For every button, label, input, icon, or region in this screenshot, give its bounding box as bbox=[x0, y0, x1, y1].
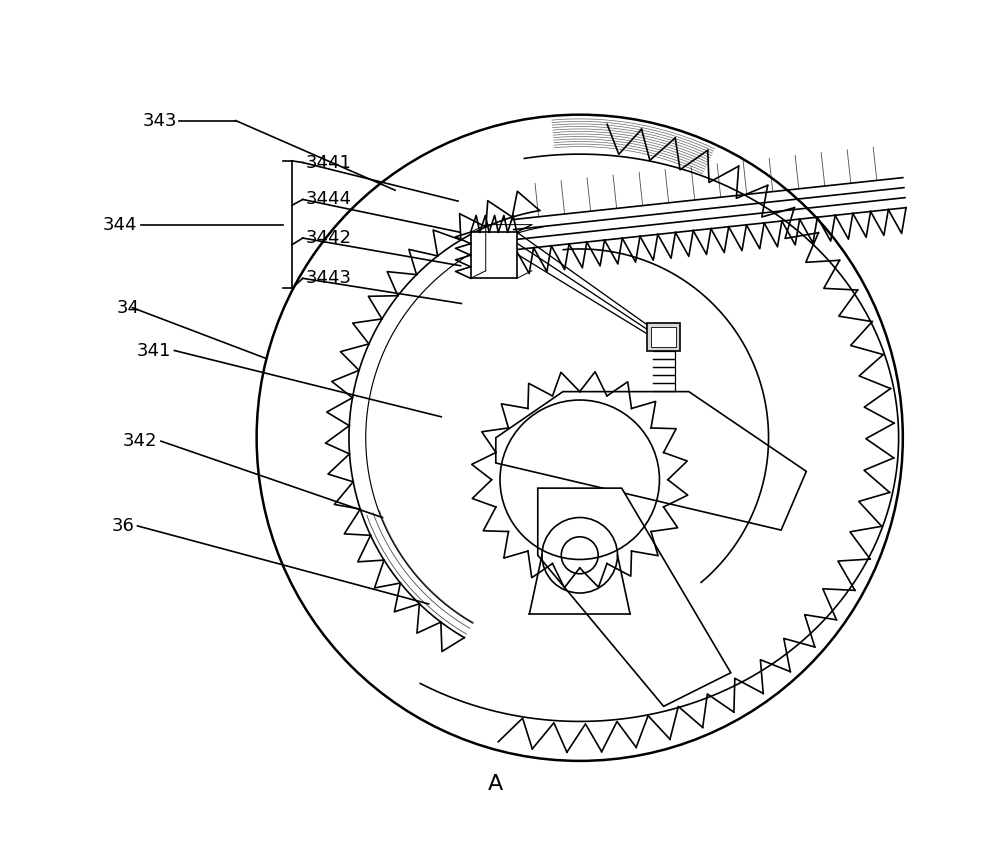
FancyBboxPatch shape bbox=[651, 327, 676, 347]
Polygon shape bbox=[538, 488, 731, 706]
Polygon shape bbox=[496, 392, 806, 530]
Text: 3441: 3441 bbox=[305, 153, 351, 172]
Text: 34: 34 bbox=[116, 299, 139, 317]
Text: A: A bbox=[488, 774, 503, 793]
Polygon shape bbox=[471, 232, 517, 279]
Text: 3442: 3442 bbox=[305, 229, 351, 247]
Text: 36: 36 bbox=[112, 517, 135, 535]
Text: 341: 341 bbox=[137, 342, 171, 360]
Text: 3443: 3443 bbox=[305, 269, 351, 287]
Text: 342: 342 bbox=[123, 432, 158, 450]
Text: 3444: 3444 bbox=[305, 190, 351, 209]
Text: 344: 344 bbox=[103, 216, 137, 233]
Text: 343: 343 bbox=[142, 111, 177, 130]
FancyBboxPatch shape bbox=[647, 322, 680, 351]
